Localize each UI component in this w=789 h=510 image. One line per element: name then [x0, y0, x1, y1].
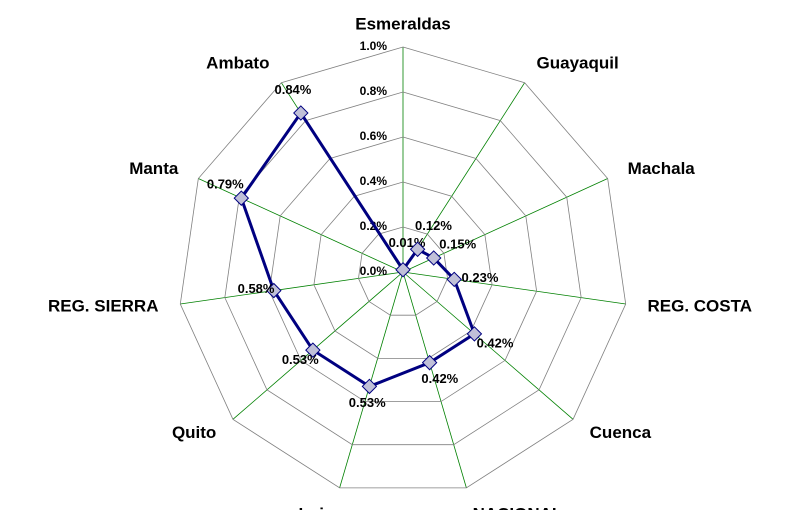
tick-label: 0.0%	[360, 264, 388, 278]
category-label: Manta	[129, 159, 179, 178]
marker	[466, 326, 483, 342]
category-label: Quito	[172, 423, 216, 442]
category-label: Cuenca	[590, 423, 652, 442]
value-label: 0.42%	[477, 336, 514, 351]
spoke	[402, 271, 574, 420]
spoke	[339, 271, 404, 488]
category-label: Guayaquil	[537, 54, 619, 73]
marker	[305, 342, 321, 358]
grid-ring	[358, 226, 448, 316]
marker	[395, 261, 411, 278]
tick-label: 0.6%	[360, 129, 388, 143]
value-label: 0.84%	[274, 82, 311, 97]
grid-ring	[179, 46, 627, 489]
tick-label: 0.8%	[360, 84, 388, 98]
tick-label: 1.0%	[360, 39, 388, 53]
value-label: 0.15%	[439, 236, 476, 251]
category-label: Machala	[628, 159, 696, 178]
marker	[425, 250, 442, 266]
value-label: 0.53%	[282, 352, 319, 367]
spoke	[402, 271, 467, 488]
marker	[361, 378, 378, 395]
spoke	[232, 271, 404, 420]
value-label: 0.23%	[462, 270, 499, 285]
category-label: NACIONAL	[473, 504, 563, 510]
value-label: 0.12%	[415, 218, 452, 233]
spoke	[180, 271, 404, 305]
marker	[409, 241, 426, 258]
value-label: 0.53%	[349, 395, 386, 410]
marker	[293, 105, 309, 121]
spoke	[402, 271, 626, 305]
grid-ring	[268, 136, 538, 402]
value-label: 0.42%	[421, 371, 458, 386]
spoke	[402, 82, 525, 273]
value-label: 0.58%	[238, 281, 275, 296]
grid-ring	[313, 181, 493, 359]
marker	[421, 354, 438, 371]
category-label: Ambato	[206, 54, 269, 73]
tick-label: 0.4%	[360, 174, 388, 188]
value-label: 0.79%	[207, 176, 244, 191]
category-label: Loja	[298, 504, 333, 510]
marker	[446, 271, 463, 288]
marker	[233, 190, 250, 206]
category-label: REG. COSTA	[647, 297, 752, 316]
category-label: Esmeraldas	[355, 14, 450, 33]
spoke	[198, 178, 404, 273]
marker	[266, 282, 282, 299]
category-label: REG. SIERRA	[48, 297, 159, 316]
